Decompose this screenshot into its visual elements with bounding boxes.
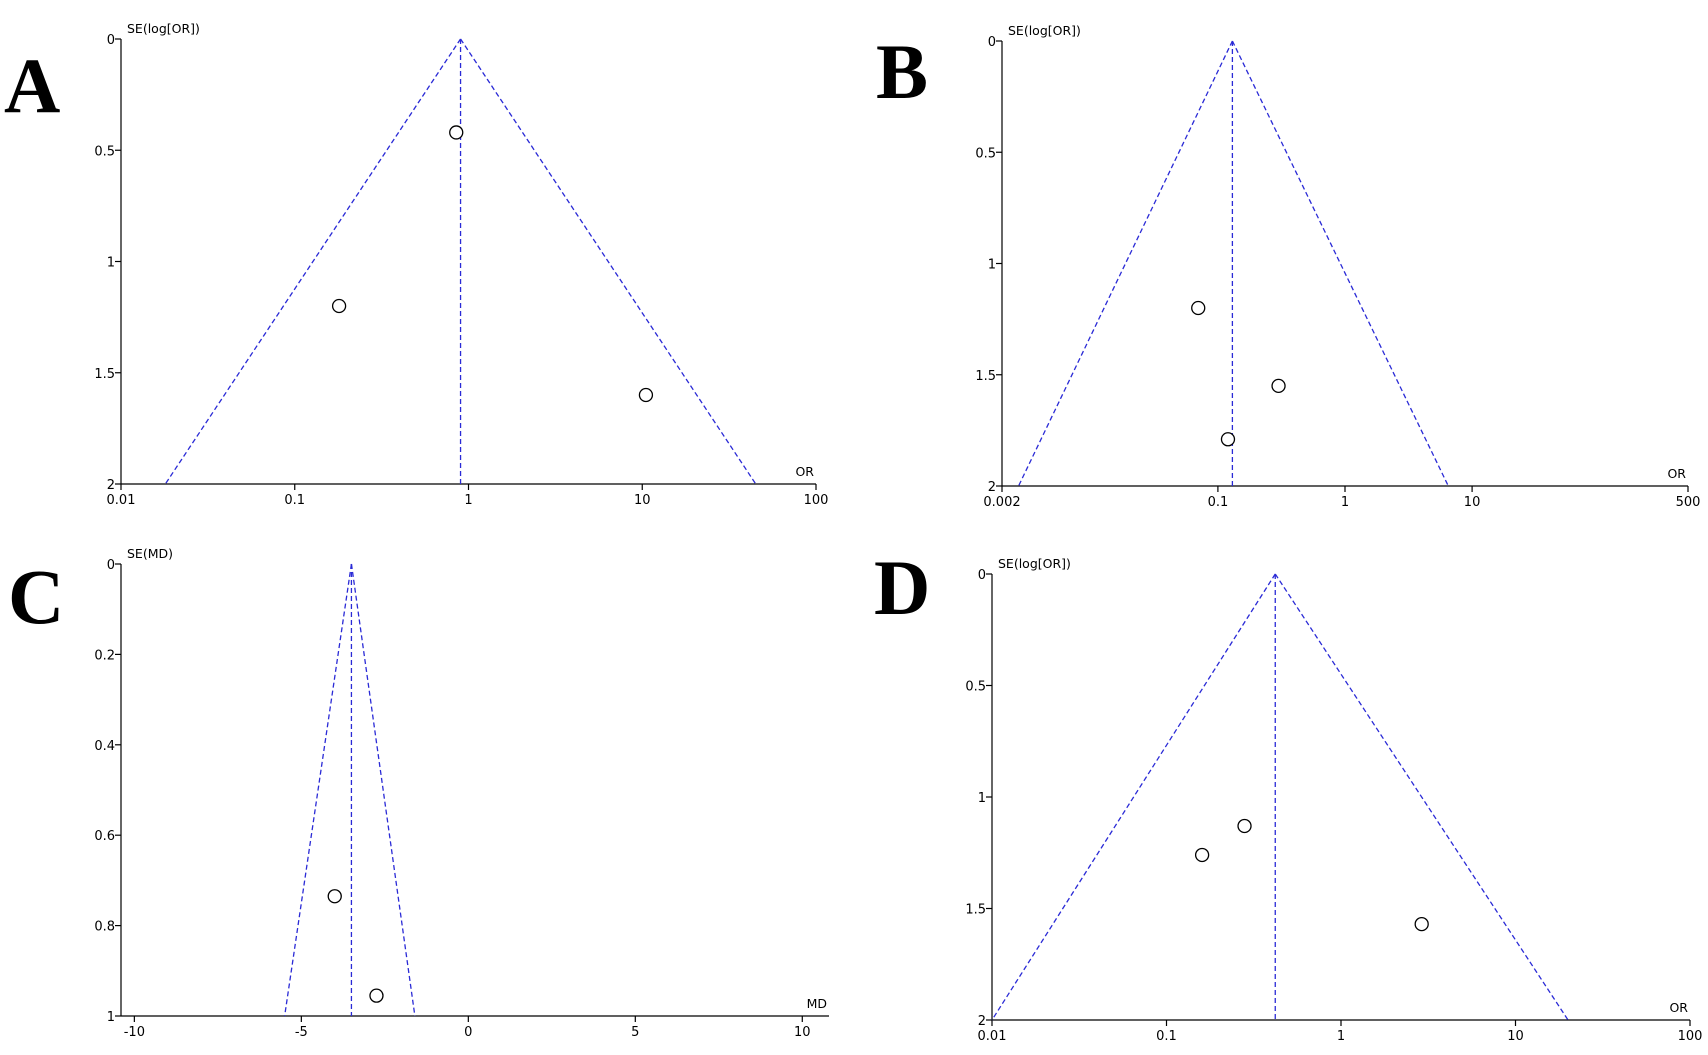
x-tick-label: 1 — [464, 493, 472, 508]
funnel-plot-panel-d: D 0 0.5 1 1.5 20.01 0.1 1 10 100 SE(log[OR]) OR — [874, 544, 1702, 1044]
panel-label: B — [876, 28, 928, 115]
x-tick-label: 0.002 — [983, 495, 1020, 510]
x-tick-label: 100 — [1678, 1029, 1703, 1044]
funnel-right-boundary — [350, 563, 416, 1017]
funnel-left-boundary — [283, 563, 353, 1017]
funnel-plot-panel-a: A 0 0.5 1 1.5 20.01 0.1 1 10 100 SE(log[OR]) OR — [4, 21, 828, 508]
x-tick-label: 10 — [1464, 495, 1481, 510]
y-tick-label: 0.6 — [94, 829, 115, 844]
study-point — [638, 387, 654, 403]
study-point — [369, 988, 384, 1003]
y-axis-title: SE(log[OR]) — [127, 21, 200, 36]
study-point — [1271, 378, 1286, 394]
x-tick-label: -5 — [295, 1025, 308, 1040]
y-tick-label: 0.8 — [94, 920, 115, 935]
panel-label: D — [874, 544, 930, 631]
x-tick-label: 100 — [804, 493, 829, 508]
x-tick-label: 10 — [634, 493, 651, 508]
y-tick-label: 1.5 — [975, 369, 996, 384]
study-point — [1414, 916, 1429, 932]
x-tick-label: 0.1 — [284, 493, 305, 508]
funnel-plot-panel-b: B 0 0.5 1 1.5 20.002 0.1 1 10 500 SE(log[OR]) OR — [876, 23, 1700, 510]
y-tick-label: 0.5 — [965, 680, 986, 695]
x-axis-title: OR — [1669, 1000, 1688, 1015]
x-axis-title: OR — [1667, 466, 1686, 481]
x-tick-label: 0.1 — [1156, 1029, 1177, 1044]
x-tick-label: 1 — [1337, 1029, 1345, 1044]
y-tick-label: 0.5 — [94, 144, 115, 159]
funnel-left-boundary — [991, 573, 1276, 1021]
x-tick-label: 0.01 — [978, 1029, 1007, 1044]
funnel-left-boundary — [164, 38, 462, 485]
y-tick-label: 1 — [107, 1010, 115, 1025]
x-tick-label: 5 — [631, 1025, 639, 1040]
study-point — [1237, 818, 1252, 834]
x-tick-label: 10 — [1507, 1029, 1524, 1044]
study-point — [1191, 300, 1206, 316]
x-tick-label: 500 — [1676, 495, 1701, 510]
y-tick-label: 0.2 — [94, 648, 115, 663]
y-axis-title: SE(MD) — [127, 546, 173, 561]
funnel-right-boundary — [460, 38, 757, 485]
y-tick-label: 1.5 — [965, 903, 986, 918]
y-axis-title: SE(log[OR]) — [1008, 23, 1081, 38]
y-tick-label: 2 — [107, 478, 115, 493]
y-tick-label: 1 — [988, 258, 996, 273]
x-tick-label: 10 — [794, 1025, 811, 1040]
y-tick-label: 0.5 — [975, 146, 996, 161]
y-tick-label: 2 — [988, 480, 996, 495]
x-axis-title: OR — [795, 464, 814, 479]
panel-label: C — [8, 553, 64, 640]
x-tick-label: -10 — [124, 1025, 145, 1040]
y-tick-label: 1 — [978, 791, 986, 806]
study-point — [331, 298, 347, 314]
y-tick-label: 0 — [107, 33, 115, 48]
x-tick-label: 1 — [1341, 495, 1349, 510]
y-tick-label: 0 — [988, 35, 996, 50]
x-tick-label: 0 — [464, 1025, 472, 1040]
y-tick-label: 1.5 — [94, 367, 115, 382]
study-point — [327, 889, 342, 904]
funnel-right-boundary — [1231, 40, 1449, 487]
funnel-right-boundary — [1274, 573, 1569, 1021]
study-point — [449, 125, 464, 140]
study-point — [1194, 847, 1210, 863]
y-axis-title: SE(log[OR]) — [998, 556, 1071, 571]
y-tick-label: 0 — [107, 558, 115, 573]
panel-label: A — [4, 42, 60, 129]
study-point — [1220, 432, 1236, 447]
y-tick-label: 2 — [978, 1014, 986, 1029]
x-axis-title: MD — [807, 996, 827, 1011]
x-tick-label: 0.01 — [107, 493, 136, 508]
funnel-left-boundary — [1017, 40, 1233, 487]
funnel-plot-panel-c: C 0 0.2 0.4 0.6 0.8 1 -10 -5 0 5 10 SE(MD) MD — [8, 546, 829, 1040]
y-tick-label: 0 — [978, 568, 986, 583]
y-tick-label: 0.4 — [94, 739, 115, 754]
x-tick-label: 0.1 — [1208, 495, 1229, 510]
y-tick-label: 1 — [107, 256, 115, 271]
